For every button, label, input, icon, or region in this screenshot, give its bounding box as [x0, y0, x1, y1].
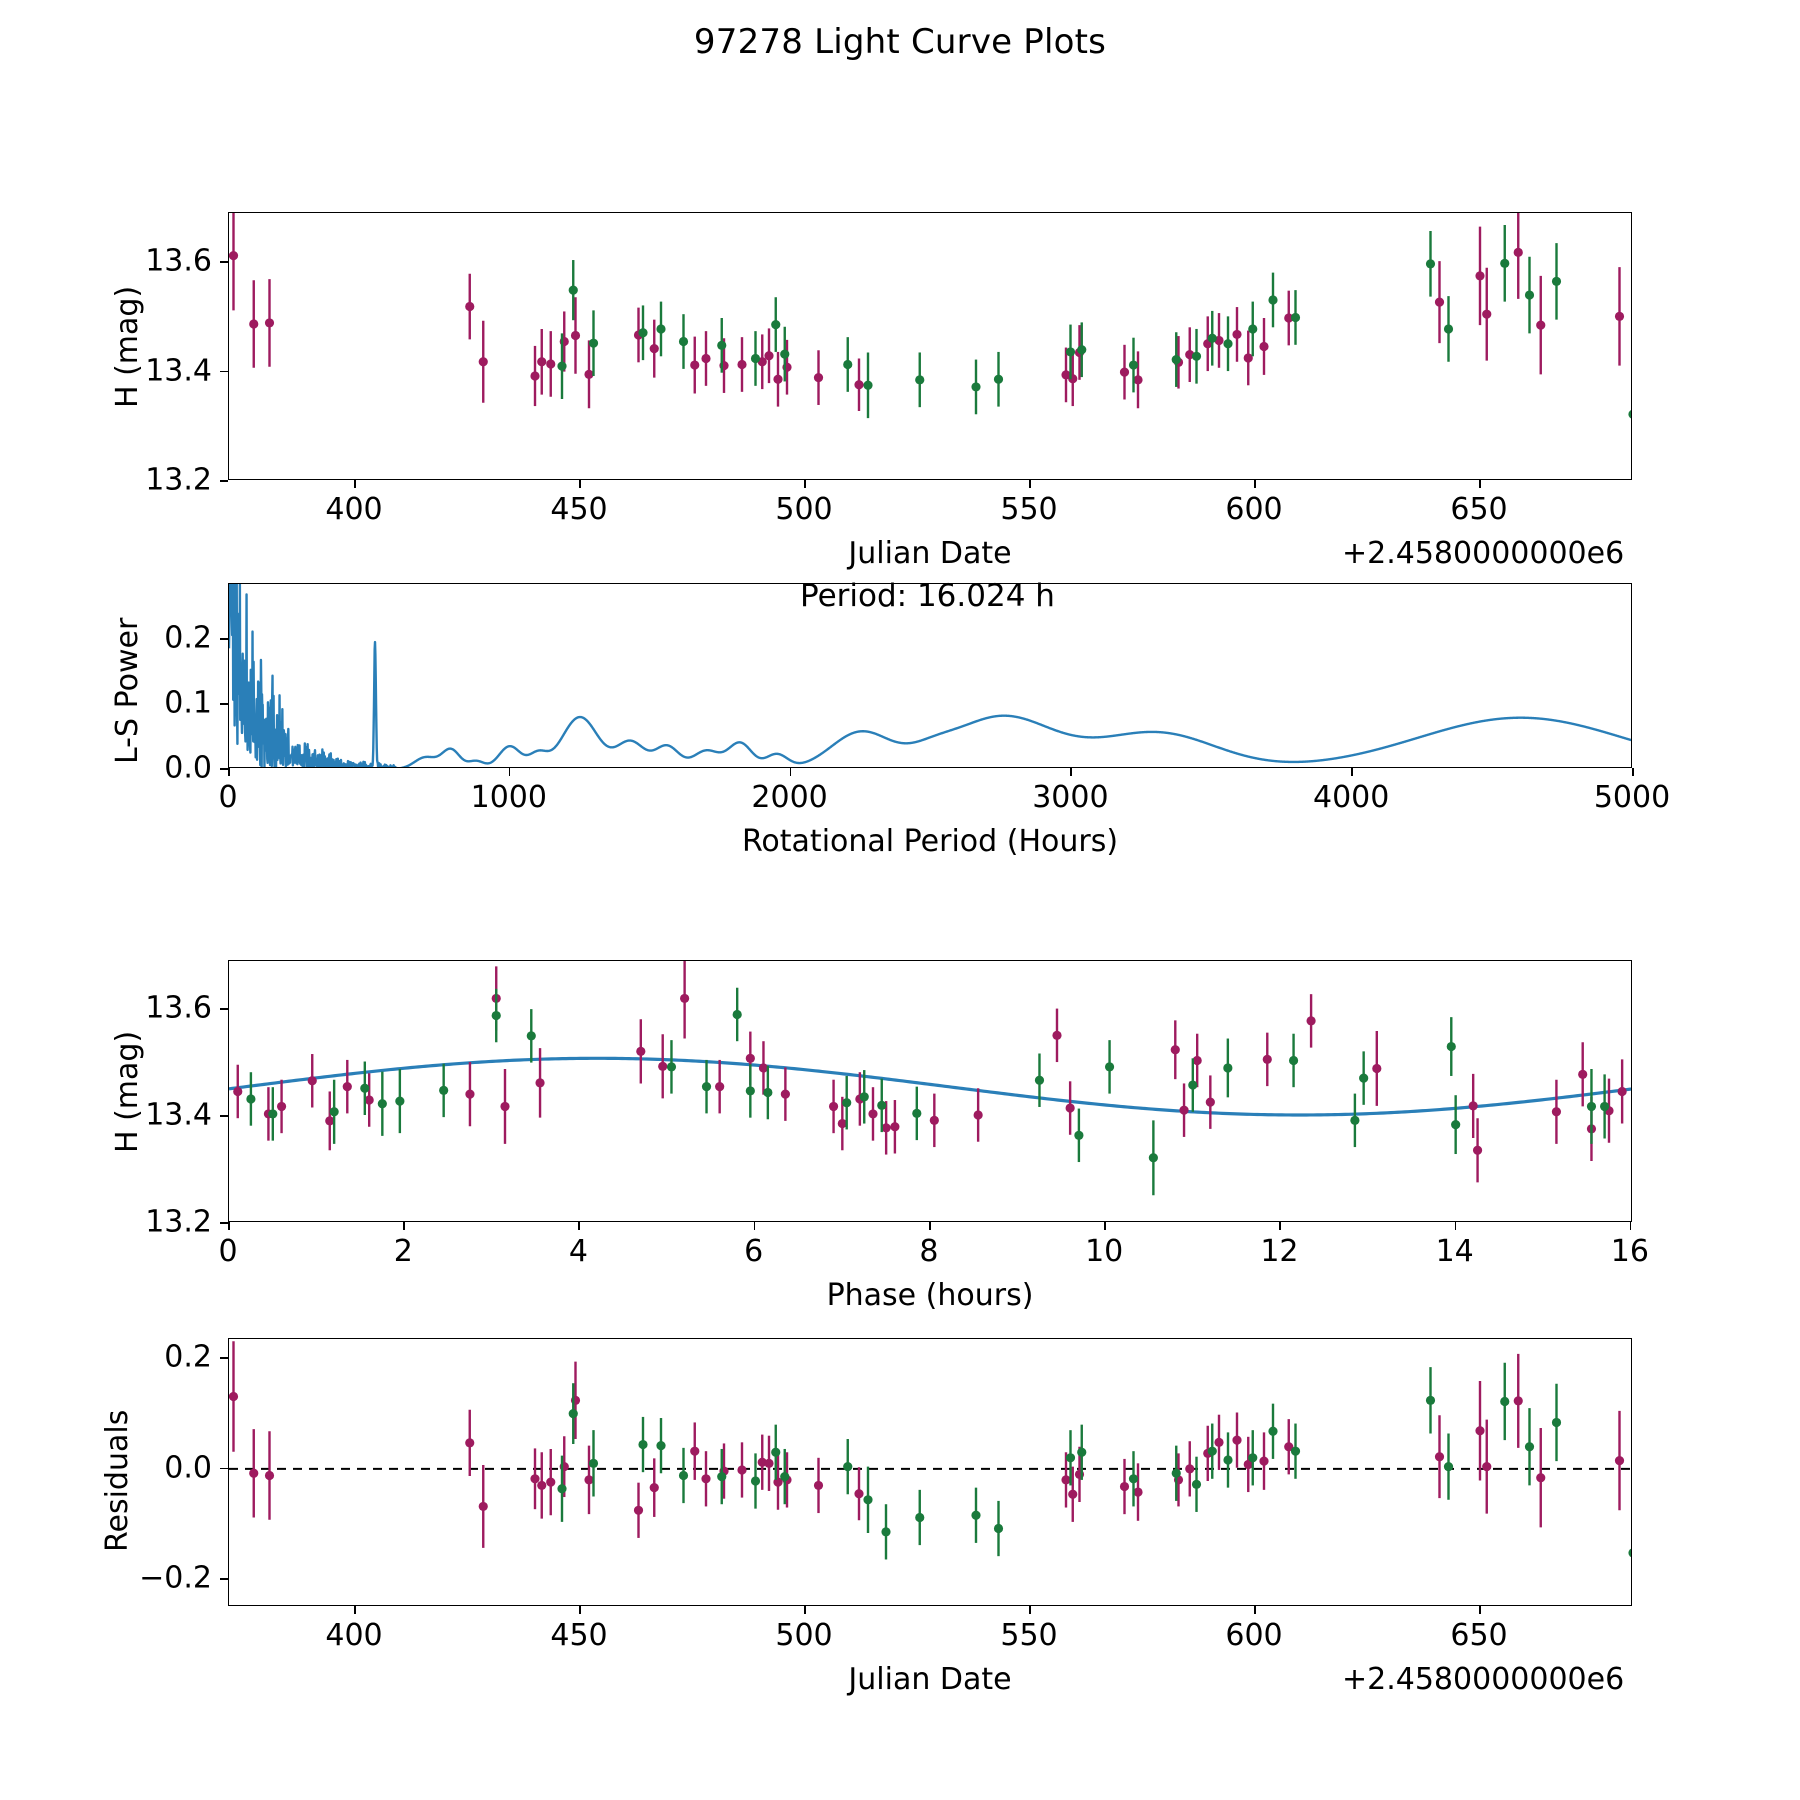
- y-tick-mark: [220, 1222, 228, 1224]
- x-tick-mark: [1104, 1222, 1106, 1230]
- x-tick-label: 3000: [1032, 780, 1109, 815]
- x-tick-mark: [354, 1606, 356, 1614]
- x-tick-mark: [579, 1606, 581, 1614]
- x-tick-label: 600: [1225, 1618, 1283, 1653]
- y-tick-mark: [220, 1467, 228, 1470]
- x-tick-mark: [1029, 1606, 1031, 1614]
- axes-periodogram: [228, 583, 1632, 768]
- x-tick-label: 550: [1000, 1618, 1058, 1653]
- x-tick-mark: [1479, 480, 1481, 488]
- y-tick-label: 0.0: [164, 750, 212, 786]
- x-tick-label: 500: [775, 492, 833, 527]
- x-tick-mark: [1279, 1222, 1282, 1230]
- y-tick-mark: [220, 261, 228, 263]
- x-tick-label: 4: [568, 1234, 589, 1269]
- x-tick-mark: [928, 1222, 931, 1230]
- x-tick-label: 4000: [1313, 780, 1390, 815]
- x-tick-mark: [1070, 768, 1072, 776]
- x-tick-label: 8: [919, 1234, 939, 1269]
- x-tick-mark: [1351, 768, 1353, 776]
- axes-phase-folded: [228, 960, 1632, 1222]
- x-tick-label: 2: [393, 1234, 413, 1269]
- x-tick-mark: [578, 1222, 581, 1230]
- period-annotation: Period: 16.024 h: [800, 578, 1055, 614]
- y-tick-label: 0.1: [164, 685, 212, 721]
- x-tick-label: 1000: [470, 780, 547, 815]
- axes-lightcurve: [228, 212, 1632, 480]
- y-tick-mark: [220, 638, 228, 640]
- y-tick-label: 13.6: [145, 990, 212, 1026]
- x-tick-mark: [508, 768, 511, 776]
- axis-label-y-phase: H (mag): [110, 1030, 145, 1153]
- x-tick-label: 550: [1000, 492, 1058, 527]
- y-tick-mark: [220, 1115, 228, 1117]
- figure-title: 97278 Light Curve Plots: [693, 22, 1107, 62]
- y-tick-label: 13.6: [145, 243, 212, 279]
- x-tick-label: 5000: [1593, 780, 1671, 815]
- y-tick-mark: [220, 370, 228, 373]
- axis-label-x-lightcurve: Julian Date: [848, 536, 1012, 571]
- x-tick-mark: [789, 768, 792, 776]
- x-tick-mark: [804, 1606, 806, 1614]
- y-tick-label: 13.2: [145, 462, 212, 498]
- x-tick-label: 650: [1450, 492, 1508, 527]
- x-tick-mark: [1632, 768, 1634, 776]
- x-tick-label: 400: [325, 492, 383, 527]
- axis-label-x-periodogram: Rotational Period (Hours): [741, 824, 1119, 859]
- axis-label-y-lightcurve: H (mag): [110, 285, 145, 408]
- y-tick-mark: [220, 480, 228, 482]
- x-tick-mark: [228, 1222, 230, 1230]
- y-tick-label: 0.2: [164, 1339, 212, 1375]
- axis-offset-text-residuals: +2.4580000000e6: [1342, 1662, 1625, 1697]
- y-tick-label: 0.0: [164, 1450, 212, 1486]
- x-tick-mark: [1254, 1606, 1256, 1614]
- x-tick-mark: [1454, 1222, 1457, 1230]
- x-tick-mark: [403, 1222, 405, 1230]
- y-tick-mark: [220, 1008, 228, 1010]
- y-tick-mark: [220, 768, 228, 770]
- x-tick-mark: [1254, 480, 1256, 488]
- x-tick-label: 14: [1435, 1234, 1474, 1269]
- x-tick-label: 12: [1260, 1234, 1299, 1269]
- x-tick-label: 500: [775, 1618, 833, 1653]
- x-tick-mark: [804, 480, 806, 488]
- x-tick-mark: [753, 1222, 756, 1230]
- x-tick-label: 2000: [751, 780, 828, 815]
- x-tick-mark: [1629, 1222, 1632, 1230]
- y-tick-label: 13.4: [145, 353, 212, 389]
- x-tick-label: 0: [218, 1234, 238, 1269]
- x-tick-label: 450: [550, 1618, 608, 1653]
- x-tick-mark: [1029, 480, 1031, 488]
- axis-label-x-residuals: Julian Date: [848, 1662, 1012, 1697]
- x-tick-label: 400: [325, 1618, 383, 1653]
- x-tick-label: 10: [1085, 1234, 1124, 1269]
- x-tick-mark: [1479, 1606, 1481, 1614]
- x-tick-label: 450: [550, 492, 608, 527]
- y-tick-mark: [220, 1357, 228, 1359]
- x-tick-label: 0: [218, 780, 238, 815]
- y-tick-label: 0.2: [164, 620, 212, 656]
- y-tick-label: −0.2: [139, 1560, 212, 1596]
- axis-label-x-phase: Phase (hours): [826, 1278, 1034, 1313]
- x-tick-label: 650: [1450, 1618, 1508, 1653]
- x-tick-mark: [228, 768, 230, 776]
- x-tick-mark: [354, 480, 356, 488]
- y-tick-label: 13.4: [145, 1097, 212, 1133]
- y-tick-label: 13.2: [145, 1204, 212, 1240]
- x-tick-label: 6: [744, 1234, 764, 1269]
- axes-residuals: [228, 1338, 1632, 1606]
- y-tick-mark: [220, 1578, 228, 1580]
- x-tick-mark: [579, 480, 581, 488]
- x-tick-label: 16: [1610, 1234, 1649, 1269]
- x-tick-label: 600: [1225, 492, 1283, 527]
- axis-offset-text-lightcurve: +2.4580000000e6: [1342, 536, 1625, 571]
- y-tick-mark: [220, 703, 228, 705]
